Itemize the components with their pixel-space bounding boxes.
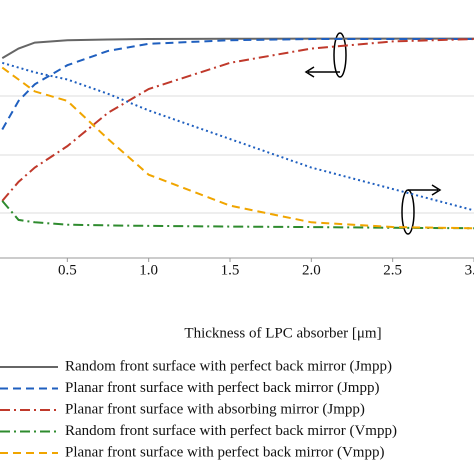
series-line xyxy=(1,200,474,230)
legend-label: Random front surface with perfect back m… xyxy=(65,423,397,439)
annotation-left-axis xyxy=(304,32,347,78)
x-tick-label: 2.0 xyxy=(302,262,321,278)
x-tick-label: 3.0 xyxy=(465,262,474,278)
legend-label: Random front surface with perfect back m… xyxy=(65,358,392,374)
legend-label: Planar front surface with absorbing mirr… xyxy=(65,401,365,417)
x-axis-label: Thickness of LPC absorber [μm] xyxy=(184,325,381,341)
series-line xyxy=(1,61,474,212)
legend-label: Planar front surface with perfect back m… xyxy=(65,380,379,396)
legend-label: Planar front surface with perfect back m… xyxy=(65,444,384,460)
x-tick-label: 0.5 xyxy=(58,262,77,278)
annotation-right-axis xyxy=(401,184,442,235)
series-line xyxy=(1,38,474,202)
series-line xyxy=(1,66,474,230)
series-line xyxy=(1,38,474,130)
x-tick-label: 2.5 xyxy=(383,262,402,278)
x-tick-label: 1.5 xyxy=(221,262,240,278)
x-tick-label: 1.0 xyxy=(139,262,158,278)
